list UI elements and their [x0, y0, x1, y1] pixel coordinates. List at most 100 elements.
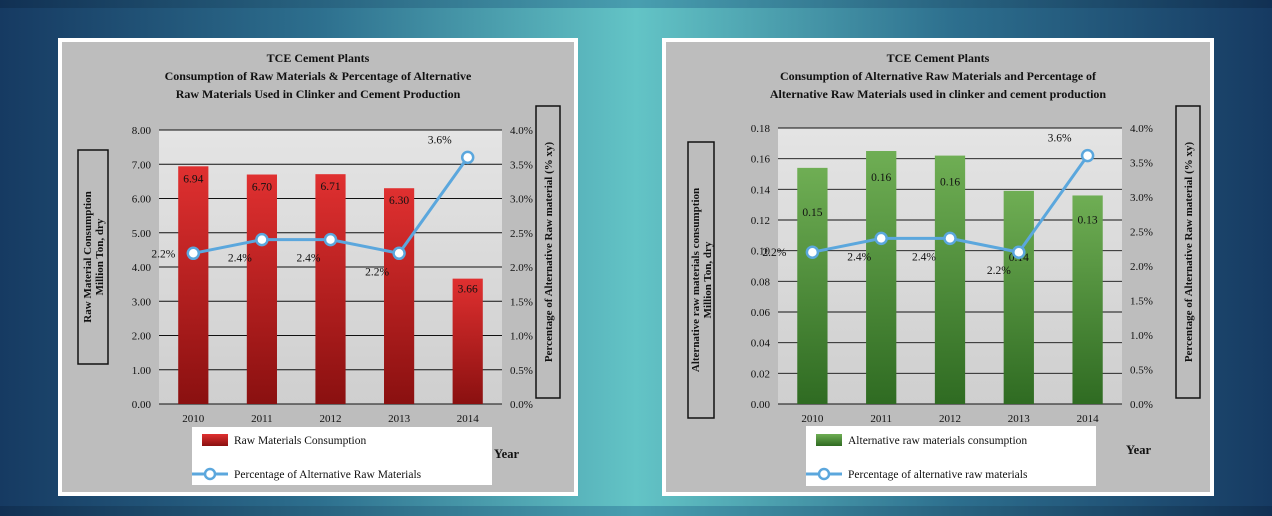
bar — [384, 188, 415, 404]
x-tick-label: 2012 — [320, 413, 342, 425]
y2-tick-label: 0.5% — [510, 365, 533, 377]
y2-tick-label: 3.5% — [1130, 158, 1153, 170]
x-tick-label: 2011 — [870, 413, 892, 425]
legend-line-label: Percentage of Alternative Raw Materials — [234, 469, 422, 481]
legend-line-label: Percentage of alternative raw materials — [848, 469, 1028, 481]
y2-tick-label: 3.5% — [510, 159, 533, 171]
legend-bar-label: Alternative raw materials consumption — [848, 435, 1027, 447]
bar-data-label: 0.15 — [802, 207, 822, 219]
y-tick-label: 0.04 — [751, 338, 771, 350]
line-point — [1080, 148, 1095, 163]
y-axis-title-line: Raw Material Consumption — [82, 191, 94, 322]
line-data-label: 2.4% — [912, 251, 936, 263]
y2-axis-title-box — [1175, 105, 1201, 399]
y-axis-title-line: Million Ton, dry — [94, 218, 106, 295]
bar — [452, 278, 483, 404]
bar-data-label: 6.70 — [252, 182, 272, 194]
bar-data-label: 0.13 — [1078, 214, 1098, 226]
x-tick-label: 2012 — [939, 413, 961, 425]
y-tick-label: 0.10 — [751, 246, 771, 258]
y-tick-label: 0.00 — [751, 399, 771, 411]
x-tick-label: 2011 — [251, 413, 273, 425]
line-data-label: 2.4% — [228, 253, 252, 265]
x-axis-title: Year — [494, 447, 519, 461]
y-tick-label: 0.14 — [751, 184, 771, 196]
legend-bar-label: Raw Materials Consumption — [234, 435, 366, 447]
y-tick-label: 1.00 — [132, 365, 152, 377]
y-tick-label: 0.06 — [751, 307, 771, 319]
line-data-label: 2.2% — [762, 247, 786, 259]
line-data-label: 3.6% — [428, 134, 452, 146]
y-tick-label: 0.08 — [751, 276, 771, 288]
y2-tick-label: 2.5% — [510, 228, 533, 240]
y-tick-label: 2.00 — [132, 331, 152, 343]
chart-panel-alternative-raw-materials: TCE Cement Plants Consumption of Alternat… — [662, 38, 1214, 496]
legend-box — [192, 427, 492, 485]
y-tick-label: 4.00 — [132, 262, 152, 274]
x-tick-label: 2014 — [457, 413, 480, 425]
y-tick-label: 0.12 — [751, 215, 770, 227]
line-data-label: 3.6% — [1048, 133, 1072, 145]
bar-data-label: 0.16 — [940, 177, 960, 189]
y2-tick-label: 1.0% — [1130, 330, 1153, 342]
y2-tick-label: 4.0% — [510, 125, 533, 137]
bar — [246, 174, 277, 404]
bar — [866, 151, 897, 404]
line-data-label: 2.2% — [987, 265, 1011, 277]
bar — [1003, 190, 1034, 404]
chart-title-line: TCE Cement Plants — [267, 51, 370, 65]
x-axis-title: Year — [1126, 443, 1151, 457]
x-tick-label: 2010 — [182, 413, 205, 425]
line-point — [874, 231, 888, 246]
y2-tick-label: 2.0% — [1130, 261, 1153, 273]
line-point — [1012, 245, 1026, 259]
bar — [934, 155, 966, 404]
y2-axis-title: Percentage of Alternative Raw material (… — [543, 142, 555, 363]
y2-tick-label: 4.0% — [1130, 123, 1153, 135]
y2-tick-label: 1.0% — [510, 331, 533, 343]
bar — [1072, 195, 1103, 404]
line-point — [460, 150, 475, 165]
y-axis-title-box — [687, 141, 715, 419]
y2-tick-label: 0.0% — [510, 399, 533, 411]
line-data-label: 2.2% — [365, 266, 389, 278]
legend-line-marker — [817, 467, 831, 481]
y2-axis-title-box — [535, 105, 561, 399]
chart-title-line: Consumption of Raw Materials & Percentag… — [165, 69, 472, 83]
chart-title-line: Raw Materials Used in Clinker and Cement… — [176, 87, 461, 101]
bar-data-label: 6.71 — [320, 181, 340, 193]
chart-alternative-raw-materials: TCE Cement Plants Consumption of Alternat… — [687, 51, 1201, 486]
chart-title-line: Alternative Raw Materials used in clinke… — [770, 87, 1107, 101]
line-point — [392, 246, 406, 261]
y-tick-label: 3.00 — [132, 296, 152, 308]
y-tick-label: 0.18 — [751, 123, 771, 135]
x-tick-label: 2013 — [388, 413, 411, 425]
line-point — [186, 246, 201, 261]
x-tick-label: 2013 — [1008, 413, 1031, 425]
bar-data-label: 6.30 — [389, 195, 409, 207]
bar — [178, 166, 209, 404]
line-data-label: 2.2% — [151, 248, 175, 260]
legend-box — [806, 426, 1096, 486]
line-point — [943, 231, 957, 246]
y-axis-title-line: Million Ton, dry — [702, 241, 714, 318]
y-tick-label: 0.16 — [751, 154, 771, 166]
bar-data-label: 0.16 — [871, 172, 891, 184]
legend-bar-swatch — [816, 434, 842, 446]
y-tick-label: 0.02 — [751, 368, 770, 380]
line-point — [323, 232, 338, 247]
y-tick-label: 0.00 — [132, 399, 152, 411]
y2-tick-label: 1.5% — [1130, 296, 1153, 308]
y-tick-label: 6.00 — [132, 194, 152, 206]
y-tick-label: 5.00 — [132, 228, 152, 240]
x-tick-label: 2014 — [1077, 413, 1100, 425]
chart-title-line: TCE Cement Plants — [887, 51, 990, 65]
legend-bar-swatch — [202, 434, 228, 446]
y2-tick-label: 1.5% — [510, 296, 533, 308]
bar — [797, 167, 828, 404]
chart-title-line: Consumption of Alternative Raw Materials… — [780, 69, 1097, 83]
bar-data-label: 6.94 — [183, 173, 203, 185]
y2-tick-label: 0.0% — [1130, 399, 1153, 411]
top-stripe — [0, 0, 1272, 8]
y-axis-title-line: Alternative raw materials consumption — [690, 188, 702, 372]
